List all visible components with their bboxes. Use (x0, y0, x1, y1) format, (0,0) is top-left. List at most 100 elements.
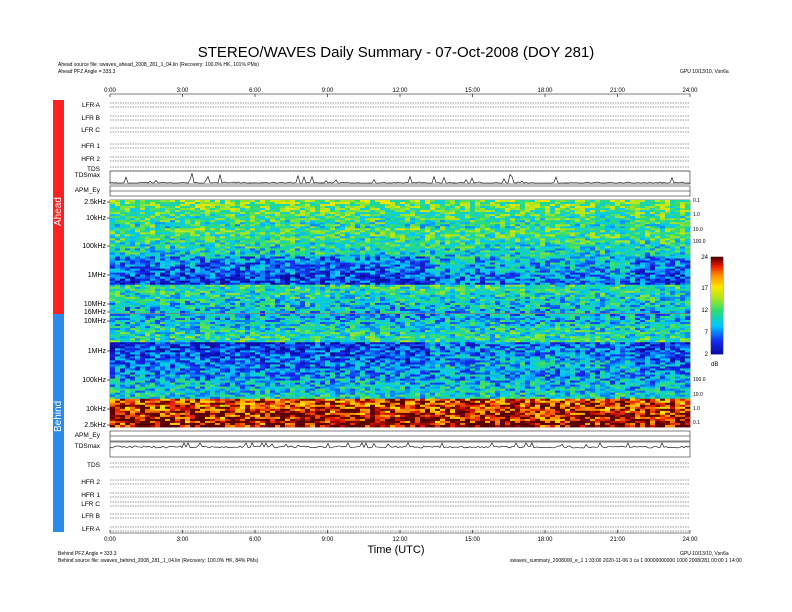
ahead-spectrum-cell (200, 200, 206, 203)
ahead-spectrum-cell (485, 258, 491, 261)
ahead-spectrum-cell (515, 276, 521, 279)
ahead-spectrum-cell (200, 278, 206, 282)
ahead-spectrum-cell (625, 220, 631, 223)
ahead-spectrum-cell (585, 202, 591, 205)
ahead-spectrum-cell (300, 272, 306, 275)
ahead-spectrum-cell (630, 246, 636, 249)
ahead-spectrum-cell (470, 282, 476, 286)
ahead-spectrum-cell (345, 212, 351, 215)
ahead-spectrum-cell (570, 214, 576, 217)
ahead-spectrum-cell (155, 230, 161, 233)
ahead-spectrum-cell (175, 208, 181, 211)
ahead-spectrum-cell (450, 228, 456, 231)
ahead-spectrum-cell (640, 244, 646, 247)
ahead-spectrum-cell (590, 254, 596, 257)
ahead-spectrum-cell (295, 246, 301, 249)
ahead-spectrum-cell (380, 274, 386, 277)
ahead-spectrum-cell (330, 270, 336, 273)
ahead-spectrum-cell (580, 226, 586, 229)
ahead-spectrum-cell (615, 246, 621, 249)
ahead-spectrum-cell (380, 262, 386, 265)
ahead-spectrum-cell (435, 236, 441, 239)
ahead-spectrum-cell (465, 222, 471, 225)
ahead-spectrum-cell (570, 236, 576, 239)
ahead-spectrum-cell (130, 274, 136, 277)
ahead-spectrum-cell (125, 212, 131, 215)
ahead-spectrum-cell (485, 254, 491, 257)
ahead-spectrum-cell (220, 230, 226, 233)
ahead-spectrum-cell (525, 252, 531, 255)
ahead-spectrum-cell (165, 202, 171, 205)
ahead-spectrum-cell (670, 256, 676, 259)
ahead-spectrum-cell (470, 280, 476, 284)
ahead-spectrum-cell (490, 208, 496, 211)
ahead-spectrum-cell (675, 218, 681, 221)
ahead-spectrum-cell (310, 272, 316, 275)
ahead-spectrum-cell (350, 262, 356, 265)
ahead-spectrum-cell (345, 274, 351, 277)
ahead-spectrum-cell (280, 242, 286, 245)
ahead-spectrum-cell (540, 208, 546, 211)
ahead-spectrum-cell (370, 280, 376, 284)
ahead-spectrum-cell (455, 238, 461, 241)
ahead-spectrum-cell (405, 256, 411, 259)
ahead-spectrum-cell (240, 210, 246, 213)
ahead-spectrum-cell (605, 236, 611, 239)
ahead-spectrum-cell (420, 214, 426, 217)
ahead-spectrum-cell (670, 234, 676, 237)
ahead-spectrum-cell (500, 214, 506, 217)
ahead-spectrum-cell (125, 210, 131, 213)
ahead-spectrum-cell (275, 274, 281, 277)
ahead-spectrum-cell (385, 240, 391, 243)
ahead-spectrum-cell (650, 214, 656, 217)
ahead-spectrum-cell (165, 282, 171, 286)
ahead-spectrum-cell (235, 242, 241, 245)
ahead-spectrum-cell (260, 248, 266, 251)
ahead-spectrum-cell (250, 280, 256, 284)
ahead-spectrum-cell (290, 246, 296, 249)
ahead-spectrum-cell (505, 258, 511, 261)
ahead-spectrum-cell (120, 280, 126, 284)
ahead-spectrum-cell (460, 214, 466, 217)
ahead-spectrum-cell (615, 268, 621, 271)
ahead-spectrum-cell (570, 200, 576, 203)
ahead-spectrum-cell (510, 224, 516, 227)
ahead-spectrum-cell (310, 226, 316, 229)
ahead-spectrum-cell (220, 200, 226, 203)
ahead-spectrum-cell (425, 238, 431, 241)
ahead-spectrum-cell (330, 236, 336, 239)
ahead-spectrum-cell (355, 268, 361, 271)
ahead-spectrum-cell (385, 268, 391, 271)
ahead-spectrum-cell (570, 282, 576, 286)
ahead-spectrum-cell (195, 248, 201, 251)
ahead-spectrum-cell (675, 238, 681, 241)
ahead-spectrum-cell (400, 218, 406, 221)
ahead-spectrum-cell (240, 276, 246, 279)
ahead-spectrum-cell (580, 266, 586, 269)
ahead-spectrum-cell (390, 210, 396, 213)
ahead-spectrum-cell (135, 232, 141, 235)
ahead-spectrum-cell (500, 224, 506, 227)
ahead-spectrum-cell (330, 274, 336, 277)
ahead-spectrum-cell (670, 224, 676, 227)
ahead-spectrum-cell (440, 256, 446, 259)
ahead-spectrum-cell (130, 278, 136, 282)
ahead-spectrum-cell (315, 238, 321, 241)
ahead-spectrum-cell (340, 202, 346, 205)
ahead-spectrum-cell (505, 278, 511, 282)
ahead-spectrum-cell (535, 278, 541, 282)
ahead-spectrum-cell (270, 206, 276, 209)
ahead-spectrum-cell (380, 218, 386, 221)
ahead-spectrum-cell (180, 234, 186, 237)
ahead-spectrum-cell (205, 266, 211, 269)
ahead-spectrum-cell (605, 248, 611, 251)
ahead-spectrum-cell (445, 220, 451, 223)
ahead-spectrum-cell (385, 274, 391, 277)
ahead-spectrum-cell (405, 240, 411, 243)
ahead-spectrum-cell (115, 258, 121, 261)
ahead-spectrum-cell (395, 250, 401, 253)
ahead-spectrum-cell (440, 244, 446, 247)
ahead-spectrum-cell (520, 282, 526, 286)
ahead-spectrum-cell (125, 226, 131, 229)
ahead-spectrum-cell (395, 282, 401, 286)
